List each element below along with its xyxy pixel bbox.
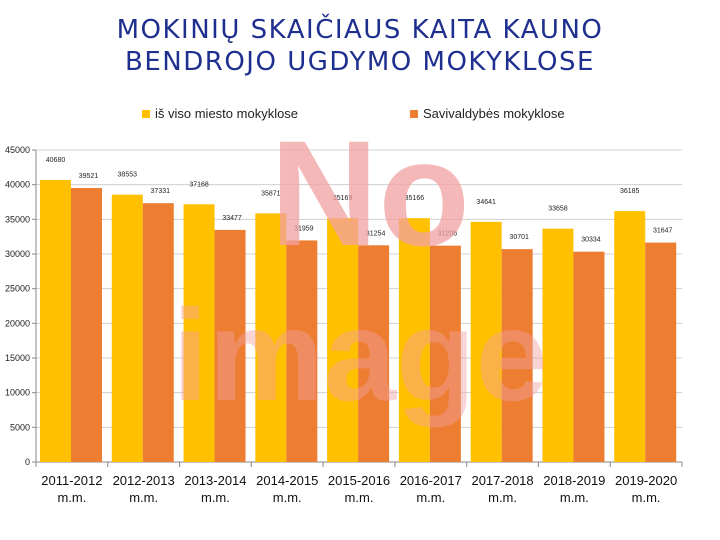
bar-series-2 (71, 187, 102, 462)
bar-series-1 (255, 213, 287, 462)
x-category-label-sub: m.m. (488, 490, 517, 505)
bar-series-1 (470, 221, 502, 462)
bar-series-1 (111, 194, 143, 462)
x-category-label: 2013-2014 (184, 473, 246, 488)
bar-series-1 (542, 228, 574, 462)
y-tick-label: 25000 (5, 284, 30, 294)
data-label-series-1: 35169 (333, 195, 353, 202)
data-label-series-2: 30334 (581, 237, 601, 244)
data-label-series-1: 35871 (261, 190, 281, 197)
legend-swatch-series-2 (410, 109, 418, 118)
x-category-label: 2019-2020 (615, 473, 677, 488)
y-tick-label: 40000 (5, 180, 30, 190)
legend-item-series-1: iš viso miesto mokyklose (142, 106, 298, 121)
data-label-series-2: 37331 (151, 188, 171, 195)
bar-series-1 (40, 179, 71, 462)
bar-series-2 (214, 229, 246, 462)
x-category-label-sub: m.m. (273, 490, 302, 505)
x-category-label: 2018-2019 (543, 473, 605, 488)
bar-series-1 (183, 204, 215, 462)
data-label-series-1: 34641 (476, 199, 496, 206)
data-label-series-1: 35166 (405, 195, 425, 202)
x-category-label-sub: m.m. (416, 490, 445, 505)
x-category-label-sub: m.m. (57, 490, 86, 505)
data-label-series-2: 31206 (438, 231, 458, 238)
data-label-series-1: 40680 (46, 157, 66, 164)
y-tick-label: 15000 (5, 353, 30, 363)
chart-title: MOKINIŲ SKAIČIAUS KAITA KAUNO BENDROJO U… (0, 14, 720, 78)
y-tick-label: 5000 (10, 422, 30, 432)
x-category-label: 2014-2015 (256, 473, 318, 488)
bar-series-2 (429, 245, 461, 462)
legend-swatch-series-1 (142, 109, 150, 118)
y-tick-label: 30000 (5, 249, 30, 259)
bar-series-2 (142, 203, 174, 462)
bar-series-2 (358, 245, 390, 462)
x-category-label: 2015-2016 (328, 473, 390, 488)
y-tick-label: 0 (25, 457, 30, 467)
data-label-series-2: 31959 (294, 225, 314, 232)
chart-legend: iš viso miesto mokyklose Savivaldybės mo… (0, 106, 720, 126)
legend-label-series-2: Savivaldybės mokyklose (423, 106, 565, 121)
bar-series-2 (286, 240, 318, 462)
y-tick-label: 35000 (5, 214, 30, 224)
x-category-label-sub: m.m. (129, 490, 158, 505)
legend-label-series-1: iš viso miesto mokyklose (155, 106, 299, 121)
data-label-series-1: 38553 (118, 172, 138, 179)
x-category-label: 2016-2017 (400, 473, 462, 488)
y-tick-label: 10000 (5, 388, 30, 398)
data-label-series-2: 31647 (653, 228, 673, 235)
data-label-series-1: 36185 (620, 188, 640, 195)
data-label-series-1: 33658 (548, 206, 568, 213)
data-label-series-2: 39521 (79, 173, 99, 180)
data-label-series-2: 31254 (366, 230, 386, 237)
bar-series-1 (398, 218, 430, 462)
data-label-series-1: 37168 (189, 181, 209, 188)
legend-item-series-2: Savivaldybės mokyklose (410, 106, 565, 121)
x-category-label-sub: m.m. (632, 490, 661, 505)
x-category-label-sub: m.m. (345, 490, 374, 505)
bar-series-2 (501, 249, 533, 462)
y-tick-label: 45000 (5, 145, 30, 155)
chart-title-line-2: BENDROJO UGDYMO MOKYKLOSE (125, 47, 595, 77)
bar-series-1 (614, 211, 646, 462)
y-tick-label: 20000 (5, 318, 30, 328)
chart-title-line-1: MOKINIŲ SKAIČIAUS KAITA KAUNO (116, 15, 604, 45)
bar-series-1 (327, 218, 359, 462)
x-category-label-sub: m.m. (560, 490, 589, 505)
data-label-series-2: 30701 (509, 234, 529, 241)
x-category-label: 2012-2013 (113, 473, 175, 488)
data-label-series-2: 33477 (222, 215, 242, 222)
bar-series-2 (573, 251, 605, 462)
x-category-label: 2017-2018 (471, 473, 533, 488)
x-category-label: 2011-2012 (41, 473, 102, 488)
bar-series-2 (645, 242, 677, 462)
x-category-label-sub: m.m. (201, 490, 230, 505)
